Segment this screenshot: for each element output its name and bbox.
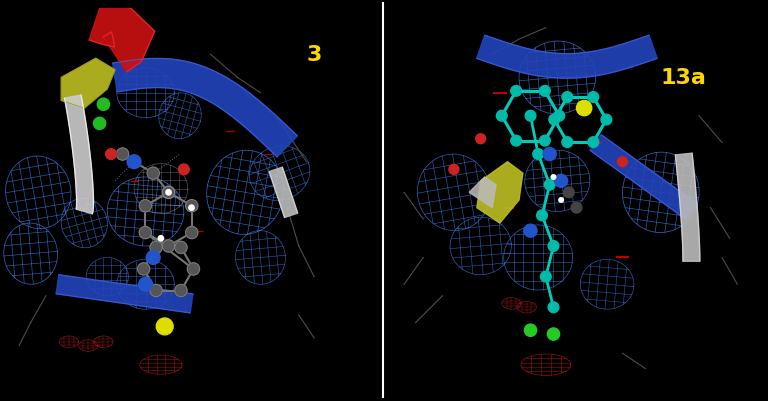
Circle shape xyxy=(524,225,537,237)
Circle shape xyxy=(156,318,173,335)
Circle shape xyxy=(601,115,612,126)
Circle shape xyxy=(537,211,548,221)
Circle shape xyxy=(511,86,521,97)
Polygon shape xyxy=(469,178,496,208)
Circle shape xyxy=(548,241,559,252)
Circle shape xyxy=(137,263,150,275)
Circle shape xyxy=(511,136,521,147)
Circle shape xyxy=(559,198,564,203)
Polygon shape xyxy=(113,59,297,158)
Circle shape xyxy=(175,285,187,297)
Text: 3: 3 xyxy=(306,45,322,65)
Circle shape xyxy=(187,263,200,275)
Polygon shape xyxy=(477,162,523,223)
Circle shape xyxy=(554,111,564,122)
Circle shape xyxy=(166,190,171,196)
Circle shape xyxy=(178,164,189,175)
Polygon shape xyxy=(270,168,298,218)
Text: 13a: 13a xyxy=(660,68,707,88)
Circle shape xyxy=(175,242,187,254)
Circle shape xyxy=(117,148,129,161)
Circle shape xyxy=(189,205,194,211)
Circle shape xyxy=(554,175,568,188)
Circle shape xyxy=(571,203,582,213)
Circle shape xyxy=(139,277,153,292)
Circle shape xyxy=(475,134,485,144)
Circle shape xyxy=(139,200,151,213)
Circle shape xyxy=(525,111,536,122)
Circle shape xyxy=(525,324,537,336)
Circle shape xyxy=(147,168,159,180)
Circle shape xyxy=(541,271,551,282)
Circle shape xyxy=(562,138,573,148)
Circle shape xyxy=(545,180,555,190)
Circle shape xyxy=(577,101,592,116)
Polygon shape xyxy=(61,59,115,109)
Circle shape xyxy=(548,302,559,313)
Circle shape xyxy=(158,236,164,241)
Circle shape xyxy=(551,175,556,180)
Circle shape xyxy=(147,251,160,265)
Circle shape xyxy=(150,285,162,297)
Polygon shape xyxy=(65,96,94,214)
Circle shape xyxy=(162,187,174,199)
Circle shape xyxy=(449,165,459,175)
Circle shape xyxy=(564,188,574,198)
Circle shape xyxy=(98,99,110,111)
Circle shape xyxy=(588,138,599,148)
Circle shape xyxy=(562,92,573,103)
Circle shape xyxy=(543,148,556,161)
Circle shape xyxy=(150,242,162,254)
Circle shape xyxy=(94,118,106,130)
Circle shape xyxy=(186,227,198,239)
Circle shape xyxy=(533,149,544,160)
Circle shape xyxy=(549,115,560,126)
Circle shape xyxy=(106,149,117,160)
Circle shape xyxy=(186,200,198,213)
Polygon shape xyxy=(477,36,657,79)
Circle shape xyxy=(588,92,599,103)
Circle shape xyxy=(162,240,174,253)
Polygon shape xyxy=(56,275,193,313)
Polygon shape xyxy=(89,1,154,73)
Circle shape xyxy=(162,187,174,199)
Circle shape xyxy=(617,157,627,167)
Circle shape xyxy=(139,227,151,239)
Circle shape xyxy=(127,156,141,169)
Circle shape xyxy=(128,156,141,168)
Polygon shape xyxy=(675,154,700,261)
Circle shape xyxy=(539,86,550,97)
Circle shape xyxy=(548,328,560,340)
Circle shape xyxy=(539,136,550,147)
Circle shape xyxy=(496,111,507,122)
Polygon shape xyxy=(590,136,697,220)
